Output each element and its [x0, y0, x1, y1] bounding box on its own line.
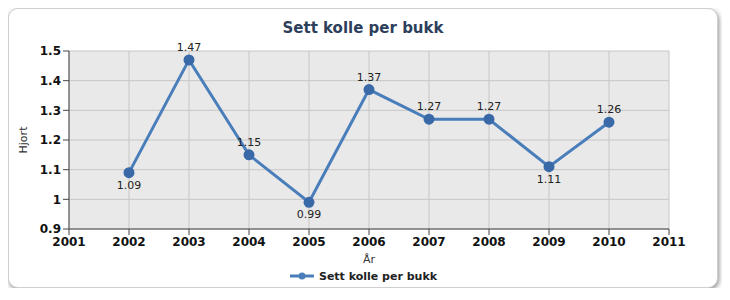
svg-text:1.47: 1.47	[177, 43, 202, 54]
svg-text:0.9: 0.9	[40, 222, 61, 236]
svg-text:2002: 2002	[112, 235, 145, 249]
svg-text:2004: 2004	[232, 235, 265, 249]
svg-text:1: 1	[53, 193, 61, 207]
svg-text:1.11: 1.11	[537, 173, 562, 186]
svg-text:2009: 2009	[532, 235, 565, 249]
html-text:Sett kolle per bukk: Sett kolle per bukk	[282, 19, 444, 37]
svg-text:1.27: 1.27	[417, 100, 442, 113]
svg-text:2006: 2006	[352, 235, 385, 249]
svg-text:1.3: 1.3	[40, 104, 61, 118]
svg-text:1.26: 1.26	[597, 103, 622, 116]
svg-text:1.1: 1.1	[40, 163, 61, 177]
svg-text:År: År	[363, 253, 376, 265]
svg-text:1.09: 1.09	[117, 179, 142, 192]
svg-text:1.4: 1.4	[40, 74, 61, 88]
svg-text:0.99: 0.99	[297, 208, 322, 221]
svg-text:2003: 2003	[172, 235, 205, 249]
svg-text:2008: 2008	[472, 235, 505, 249]
svg-text:2005: 2005	[292, 235, 325, 249]
svg-text:2001: 2001	[52, 235, 85, 249]
svg-text:1.37: 1.37	[357, 71, 382, 84]
svg-text:1.2: 1.2	[40, 133, 61, 147]
svg-text:1.5: 1.5	[40, 44, 61, 58]
svg-text:1.15: 1.15	[237, 136, 262, 149]
svg-text:2007: 2007	[412, 235, 445, 249]
svg-text:2011: 2011	[652, 235, 685, 249]
svg-text:1.27: 1.27	[477, 100, 502, 113]
svg-text:2010: 2010	[592, 235, 625, 249]
svg-text:Hjort: Hjort	[17, 126, 30, 154]
html-text:Sett kolle per bukk: Sett kolle per bukk	[319, 269, 437, 283]
